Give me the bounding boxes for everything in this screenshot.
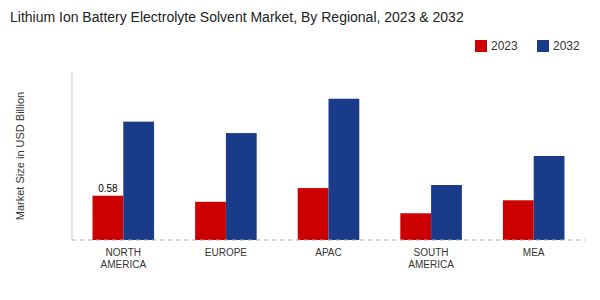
legend-swatch [537, 40, 549, 52]
x-tick-label-line: SOUTH [414, 247, 449, 258]
x-tick-label: NORTHAMERICA [101, 247, 147, 270]
x-tick-label-line: AMERICA [408, 259, 454, 270]
legend-label: 2023 [491, 39, 518, 53]
x-tick-label-line: AMERICA [101, 259, 147, 270]
chart: Lithium Ion Battery Electrolyte Solvent … [0, 0, 600, 300]
bar [226, 133, 257, 240]
x-axis-line [72, 240, 585, 241]
bar [400, 213, 431, 240]
bar [93, 196, 124, 240]
x-tick-label: APAC [315, 247, 342, 258]
x-tick-label-line: APAC [315, 247, 342, 258]
y-axis-line [72, 72, 73, 240]
x-tick-label: SOUTHAMERICA [408, 247, 454, 270]
bars [93, 99, 565, 240]
x-tick-label: MEA [523, 247, 545, 258]
legend-swatch [475, 40, 487, 52]
legend: 2032 2023 [475, 39, 580, 53]
x-tick-label-line: NORTH [106, 247, 141, 258]
bar [123, 122, 154, 240]
x-tick-label-line: MEA [523, 247, 545, 258]
x-tick-label-line: EUROPE [205, 247, 248, 258]
bar [195, 202, 226, 240]
x-tick-label: EUROPE [205, 247, 248, 258]
bar [503, 200, 534, 240]
annotation: 0.58 [98, 183, 118, 194]
title: Lithium Ion Battery Electrolyte Solvent … [10, 9, 464, 25]
bar [431, 185, 462, 240]
bar [329, 99, 360, 240]
bar [298, 188, 329, 240]
legend-label: 2032 [553, 39, 580, 53]
y-axis-label: Market Size in USD Billion [14, 92, 26, 220]
bar [534, 156, 565, 240]
